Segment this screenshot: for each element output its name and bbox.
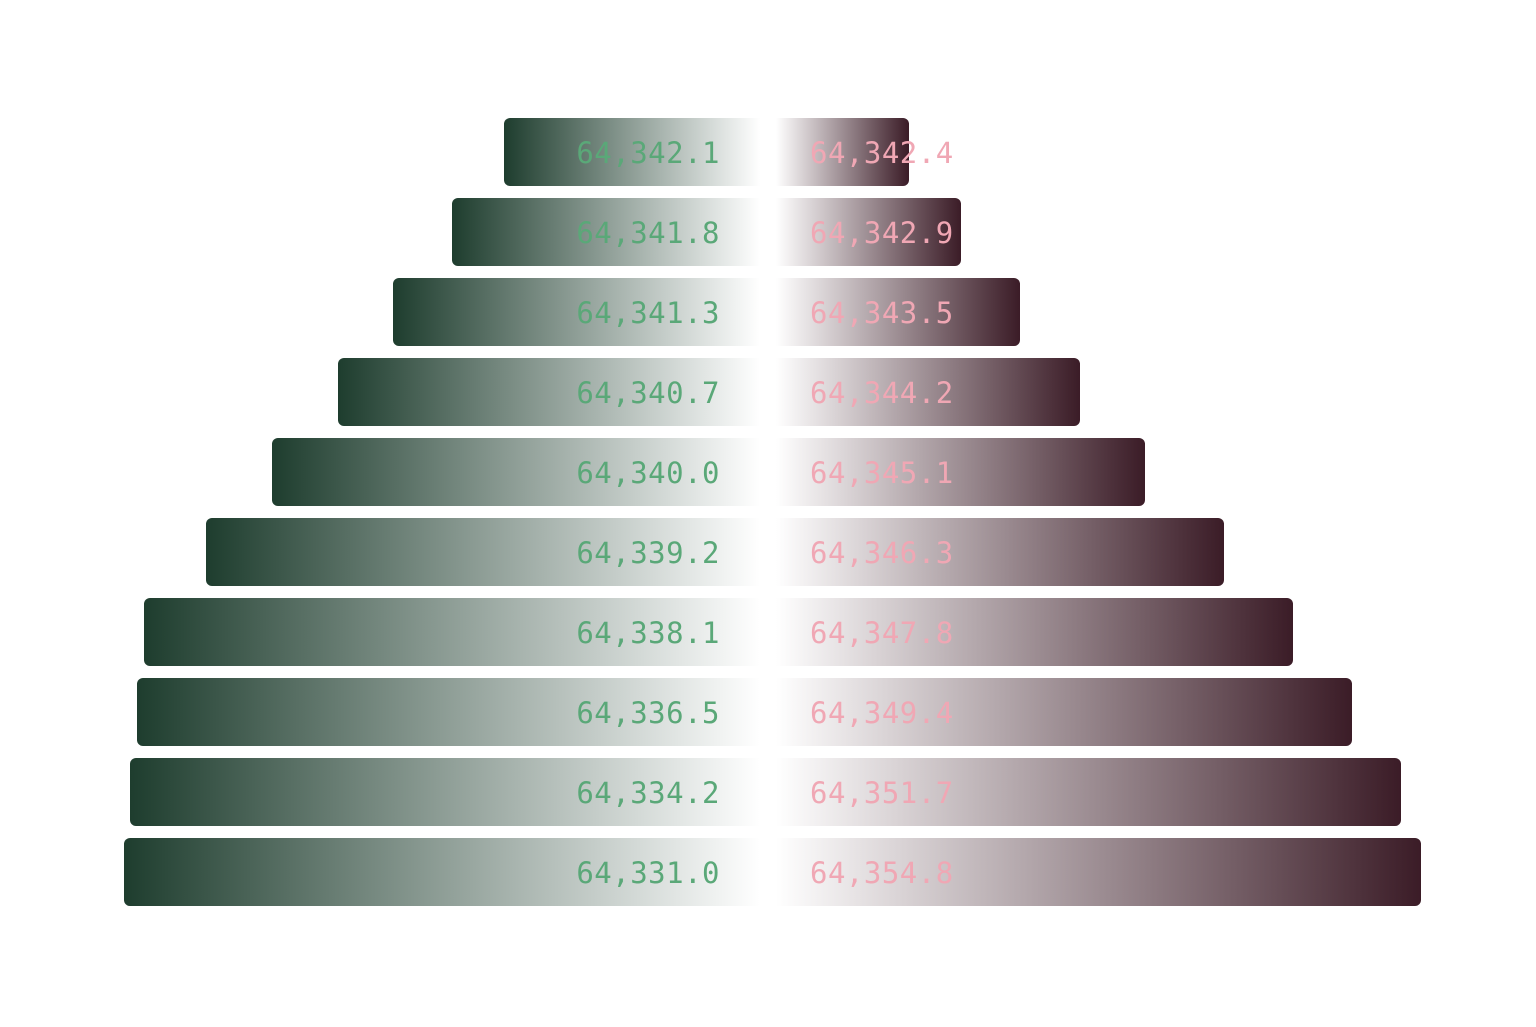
bid-price-label: 64,339.2 [576, 536, 720, 570]
bid-price-label: 64,334.2 [576, 776, 720, 810]
ask-bar [776, 598, 1293, 666]
bid-price-label: 64,340.7 [576, 376, 720, 410]
bid-bar [123, 838, 760, 906]
ask-price-label: 64,354.8 [810, 856, 954, 890]
bid-price-label: 64,331.0 [576, 856, 720, 890]
ask-price-label: 64,343.5 [810, 296, 954, 330]
ask-bar [776, 198, 962, 266]
bid-bar [272, 438, 760, 506]
ask-bar [776, 438, 1145, 506]
ask-price-label: 64,345.1 [810, 456, 954, 490]
bid-price-label: 64,336.5 [576, 696, 720, 730]
ask-price-label: 64,346.3 [810, 536, 954, 570]
ask-price-label: 64,342.9 [810, 216, 954, 250]
bid-bar [503, 118, 760, 186]
ask-price-label: 64,347.8 [810, 616, 954, 650]
ask-bar [776, 758, 1401, 826]
ask-price-label: 64,349.4 [810, 696, 954, 730]
bid-price-label: 64,342.1 [576, 136, 720, 170]
bid-price-label: 64,341.3 [576, 296, 720, 330]
ask-price-label: 64,342.4 [810, 136, 954, 170]
bid-bar [130, 758, 760, 826]
bid-bar [451, 198, 760, 266]
ask-bar [776, 838, 1422, 906]
ask-bar [776, 358, 1080, 426]
ask-bar [776, 278, 1021, 346]
bid-price-label: 64,338.1 [576, 616, 720, 650]
ask-bar [776, 678, 1353, 746]
bid-bar [144, 598, 760, 666]
ask-price-label: 64,351.7 [810, 776, 954, 810]
ask-bar [776, 518, 1225, 586]
bid-price-label: 64,341.8 [576, 216, 720, 250]
bid-price-label: 64,340.0 [576, 456, 720, 490]
ask-price-label: 64,344.2 [810, 376, 954, 410]
bid-bar [393, 278, 760, 346]
ask-bar [776, 118, 909, 186]
bid-bar [137, 678, 760, 746]
bid-bar [338, 358, 760, 426]
bid-bar [206, 518, 760, 586]
